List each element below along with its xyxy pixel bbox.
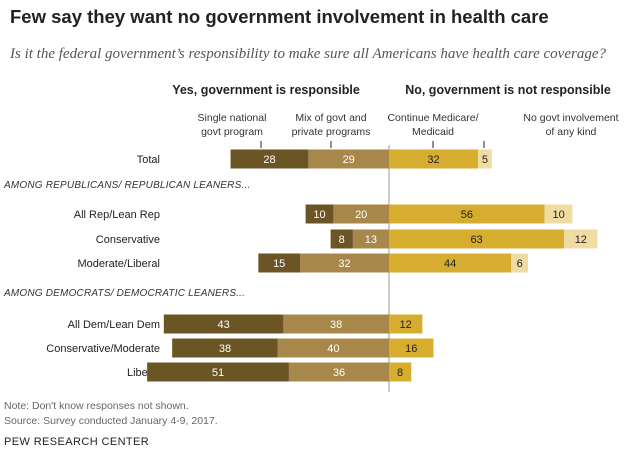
bar-single-national-govt-program	[258, 253, 301, 273]
legend-label-single-national-govt-program: Single national	[198, 112, 267, 124]
bar-continue-medicare-medicaid	[389, 149, 478, 169]
legend-label-mix-of-govt-and-private-programs: Mix of govt and	[295, 112, 366, 124]
data-label: 38	[330, 319, 342, 331]
bar-continue-medicare-medicaid	[389, 338, 434, 358]
group-header-no: No, government is not responsible	[405, 83, 611, 97]
data-label: 6	[517, 258, 523, 270]
section-header: AMONG DEMOCRATS/ DEMOCRATIC LEANERS...	[3, 288, 245, 299]
legend-label-single-national-govt-program: govt program	[201, 126, 263, 138]
data-label: 12	[400, 319, 412, 331]
data-label: 28	[263, 154, 275, 166]
legend-label-no-govt-involvement-of-any-kind: No govt involvement	[523, 112, 618, 124]
data-label: 8	[397, 367, 403, 379]
data-label: 56	[461, 209, 473, 221]
data-label: 29	[343, 154, 355, 166]
bar-single-national-govt-program	[230, 149, 309, 169]
group-header-yes: Yes, government is responsible	[172, 83, 360, 97]
data-label: 44	[444, 258, 456, 270]
legend-label-mix-of-govt-and-private-programs: private programs	[292, 126, 371, 138]
chart-subtitle: Is it the federal government’s responsib…	[10, 46, 606, 62]
legend-label-no-govt-involvement-of-any-kind: of any kind	[546, 126, 597, 138]
bar-mix-of-govt-and-private-programs	[352, 229, 389, 249]
data-label: 32	[427, 154, 439, 166]
data-label: 43	[217, 319, 229, 331]
data-label: 51	[212, 367, 224, 379]
bar-mix-of-govt-and-private-programs	[300, 253, 389, 273]
bar-single-national-govt-program	[147, 362, 289, 382]
bar-single-national-govt-program	[330, 229, 353, 249]
data-label: 5	[482, 154, 488, 166]
bar-continue-medicare-medicaid	[389, 253, 512, 273]
section-header: AMONG REPUBLICANS/ REPUBLICAN LEANERS...	[3, 180, 250, 191]
bar-single-national-govt-program	[163, 314, 284, 334]
note-text: Note: Don't know responses not shown.	[4, 400, 189, 412]
data-label: 13	[365, 234, 377, 246]
data-label: 36	[333, 367, 345, 379]
data-label: 10	[552, 209, 564, 221]
row-label: Conservative/Moderate	[46, 343, 160, 355]
bar-mix-of-govt-and-private-programs	[308, 149, 389, 169]
row-label: All Rep/Lean Rep	[74, 209, 160, 221]
bar-mix-of-govt-and-private-programs	[333, 204, 389, 224]
bar-no-govt-involvement-of-any-kind	[544, 204, 573, 224]
row-label: Total	[137, 154, 160, 166]
row-label: Conservative	[96, 234, 160, 246]
bar-mix-of-govt-and-private-programs	[283, 314, 389, 334]
bar-mix-of-govt-and-private-programs	[277, 338, 389, 358]
bar-no-govt-involvement-of-any-kind	[511, 253, 528, 273]
row-label: All Dem/Lean Dem	[68, 319, 160, 331]
bar-single-national-govt-program	[305, 204, 334, 224]
data-label: 8	[339, 234, 345, 246]
bar-no-govt-involvement-of-any-kind	[564, 229, 598, 249]
data-label: 10	[313, 209, 325, 221]
bar-continue-medicare-medicaid	[389, 204, 545, 224]
data-label: 16	[405, 343, 417, 355]
source-text: Source: Survey conducted January 4-9, 20…	[4, 415, 218, 427]
bar-single-national-govt-program	[172, 338, 278, 358]
bar-continue-medicare-medicaid	[389, 362, 412, 382]
bar-continue-medicare-medicaid	[389, 314, 423, 334]
legend-label-continue-medicare-medicaid: Medicaid	[412, 126, 454, 138]
data-label: 38	[219, 343, 231, 355]
bar-no-govt-involvement-of-any-kind	[477, 149, 492, 169]
data-label: 32	[338, 258, 350, 270]
bar-continue-medicare-medicaid	[389, 229, 565, 249]
chart-title: Few say they want no government involvem…	[10, 6, 549, 27]
bar-mix-of-govt-and-private-programs	[288, 362, 389, 382]
data-label: 15	[273, 258, 285, 270]
data-label: 40	[327, 343, 339, 355]
data-label: 63	[470, 234, 482, 246]
legend-label-continue-medicare-medicaid: Continue Medicare/	[387, 112, 478, 124]
data-label: 12	[575, 234, 587, 246]
row-label: Moderate/Liberal	[77, 258, 160, 270]
data-label: 20	[355, 209, 367, 221]
source-org: PEW RESEARCH CENTER	[4, 436, 150, 448]
